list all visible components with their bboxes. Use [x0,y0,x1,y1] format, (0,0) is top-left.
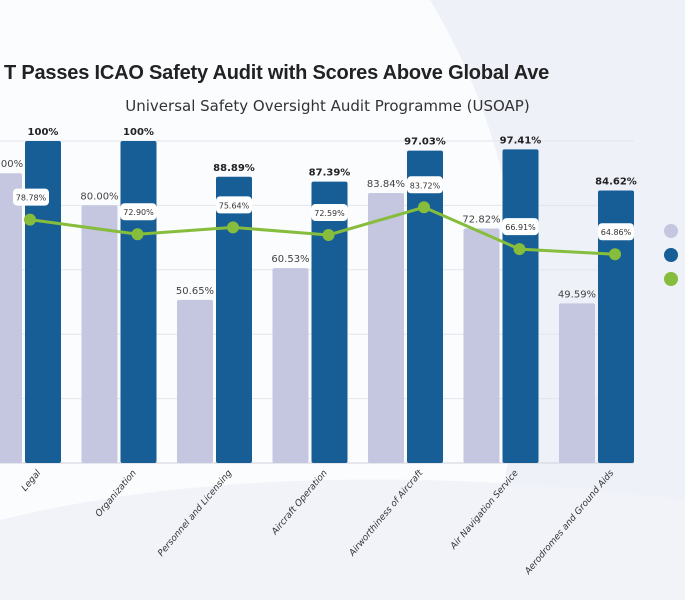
data-label-series3: 75.64% [219,201,250,210]
data-label-series1: 60.53% [271,254,309,265]
legend-marker [664,224,678,238]
data-label-series2: 88.89% [213,163,255,174]
page-title: T Passes ICAO Safety Audit with Scores A… [4,62,550,84]
data-label-series3: 66.91% [505,223,536,232]
bar-series2 [216,176,252,463]
chart-title: Universal Safety Oversight Audit Program… [125,97,530,115]
line-point [322,228,335,241]
data-label-series3: 78.78% [16,194,47,203]
data-label-series2: 87.39% [309,168,351,179]
data-label-box [502,218,539,236]
line-point [227,221,239,234]
data-label-series2: 97.41% [500,135,542,146]
data-label-series3: 72.90% [123,208,154,217]
data-label-series2: 100% [123,127,154,138]
data-label-series1: 83.84% [367,179,405,190]
data-label-series1: 50.65% [176,286,214,297]
bar-series2 [311,181,348,464]
data-label-box [407,176,443,194]
data-label-box [120,203,157,221]
legend-marker [664,248,678,262]
data-label-series2: 97.03% [404,137,446,148]
bar-series1 [463,228,500,463]
data-label-series2: 100% [28,127,59,138]
bar-series2 [407,150,443,463]
data-label-series3: 72.59% [314,209,345,218]
data-label-series3: 83.72% [410,181,441,190]
data-label-series2: 84.62% [595,177,637,188]
bar-series1 [368,193,404,463]
data-label-series1: 49.59% [558,289,596,300]
data-label-series1: 90.00% [0,159,23,170]
data-label-series1: 72.82% [462,215,500,226]
bar-series2 [120,141,157,463]
line-point [513,243,526,256]
line-point [418,201,430,214]
data-label-box [311,203,348,221]
x-tick-label: Legal [20,468,44,493]
data-label-box [216,196,252,214]
background-swoosh [0,479,685,600]
line-point [24,213,36,226]
data-label-box [598,223,634,241]
bar-series2 [502,149,539,464]
data-label-series1: 80.00% [80,191,118,202]
bar-series1 [272,268,309,463]
bar-series1 [559,303,595,463]
bar-series2 [598,190,634,463]
line-point [609,248,621,261]
line-point [131,228,144,241]
bar-series1 [0,173,22,463]
bar-series1 [177,299,213,463]
data-label-box [13,188,49,206]
bar-series1 [81,205,118,463]
data-label-series3: 64.86% [601,228,632,237]
legend-marker [664,272,678,286]
